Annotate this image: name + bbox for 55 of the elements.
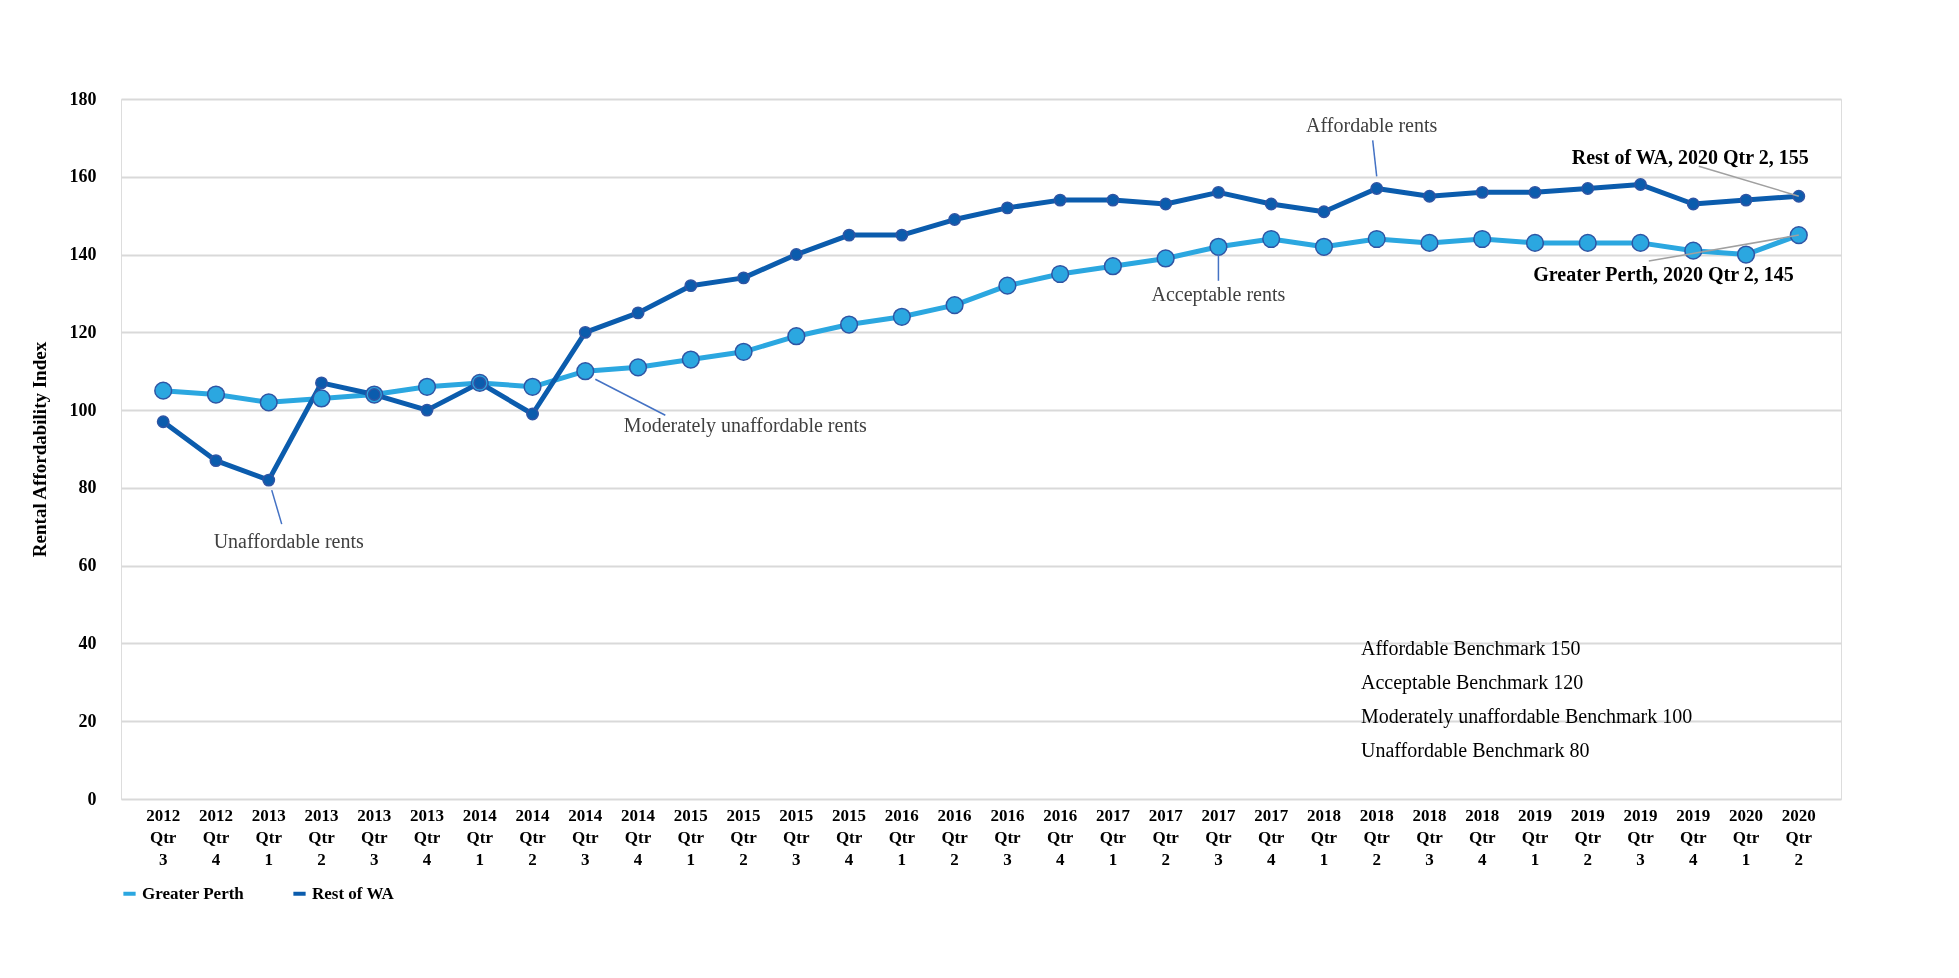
x-tick-label: 2016 Qtr 2 xyxy=(937,805,972,869)
x-tick-label: 2015 Qtr 2 xyxy=(726,805,761,869)
y-tick-label: 160 xyxy=(69,166,97,187)
annotation: Acceptable Benchmark 120 xyxy=(1361,671,1584,694)
x-tick-label: 2013 Qtr 3 xyxy=(357,805,392,869)
y-tick-label: 140 xyxy=(69,244,97,265)
y-tick-label: 80 xyxy=(78,477,97,498)
x-tick-label: 2013 Qtr 1 xyxy=(251,805,286,869)
y-axis-title: Rental Affordability Index xyxy=(28,341,50,558)
annotation: Unaffordable Benchmark 80 xyxy=(1361,739,1590,761)
x-tick-label: 2014 Qtr 2 xyxy=(515,805,551,869)
x-tick-label: 2020 Qtr 1 xyxy=(1729,805,1764,869)
x-tick-label: 2016 Qtr 4 xyxy=(1043,805,1078,869)
x-tick-label: 2020 Qtr 2 xyxy=(1781,805,1816,869)
x-tick-label: 2017 Qtr 4 xyxy=(1254,805,1289,869)
annotation: Affordable rents xyxy=(1306,114,1438,137)
y-tick-label: 20 xyxy=(78,710,97,731)
x-tick-label: 2019 Qtr 2 xyxy=(1570,805,1605,869)
annotation: Moderately unaffordable Benchmark 100 xyxy=(1361,705,1693,728)
x-tick-label: 2015 Qtr 1 xyxy=(673,805,708,869)
y-tick-label: 60 xyxy=(78,555,97,576)
x-tick-label: 2016 Qtr 1 xyxy=(884,805,919,869)
x-tick-label: 2014 Qtr 1 xyxy=(462,805,498,869)
x-tick-label: 2016 Qtr 3 xyxy=(990,805,1025,869)
annotation: Affordable Benchmark 150 xyxy=(1361,637,1581,659)
x-tick-label: 2014 Qtr 3 xyxy=(568,805,603,869)
annotation: Moderately unaffordable rents xyxy=(623,414,867,438)
x-tick-label: 2018 Qtr 2 xyxy=(1359,805,1394,869)
y-tick-label: 40 xyxy=(78,632,97,653)
y-tick-label: 120 xyxy=(69,321,97,342)
annotation: Greater Perth, 2020 Qtr 2, 145 xyxy=(1533,263,1794,286)
x-tick-label: 2012 Qtr 4 xyxy=(198,805,233,869)
x-tick-label: 2013 Qtr 4 xyxy=(410,805,445,869)
x-tick-label: 2017 Qtr 3 xyxy=(1201,805,1236,869)
y-tick-label: 180 xyxy=(69,88,97,109)
annotation: Unaffordable rents xyxy=(213,530,364,553)
x-tick-label: 2015 Qtr 4 xyxy=(832,805,867,869)
x-tick-label: 2019 Qtr 4 xyxy=(1676,805,1711,869)
legend-label: Greater Perth xyxy=(142,883,245,903)
y-tick-label: 0 xyxy=(87,788,97,809)
x-tick-label: 2019 Qtr 1 xyxy=(1517,805,1552,869)
x-tick-label: 2019 Qtr 3 xyxy=(1623,805,1658,869)
x-tick-label: 2018 Qtr 4 xyxy=(1465,805,1500,869)
x-tick-label: 2015 Qtr 3 xyxy=(779,805,814,869)
x-tick-label: 2013 Qtr 2 xyxy=(304,805,339,869)
x-tick-label: 2017 Qtr 2 xyxy=(1148,805,1184,869)
x-tick-label: 2017 Qtr 1 xyxy=(1095,805,1131,869)
x-tick-label: 2018 Qtr 1 xyxy=(1306,805,1341,869)
legend-label: Rest of WA xyxy=(312,883,395,903)
annotation: Acceptable rents xyxy=(1151,282,1286,306)
x-tick-label: 2014 Qtr 4 xyxy=(621,805,656,869)
x-tick-label: 2018 Qtr 3 xyxy=(1412,805,1447,869)
y-tick-label: 100 xyxy=(69,399,97,420)
x-tick-label: 2012 Qtr 3 xyxy=(146,805,181,869)
annotation: Rest of WA, 2020 Qtr 2, 155 xyxy=(1571,146,1809,169)
